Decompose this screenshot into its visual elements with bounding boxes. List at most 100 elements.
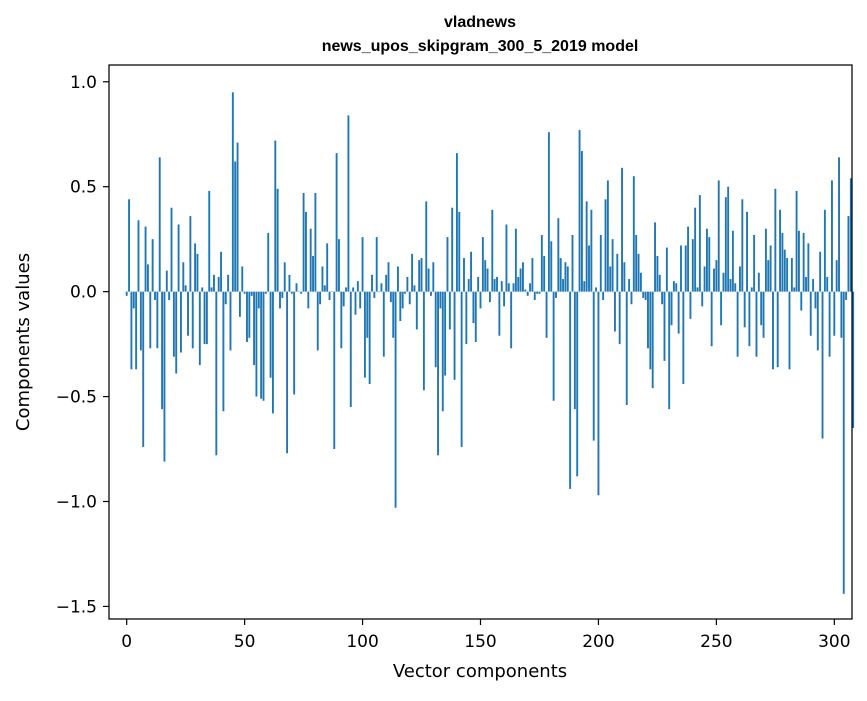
bar-component-273	[770, 245, 772, 291]
bar-component-255	[727, 187, 729, 292]
bar-component-109	[383, 292, 385, 357]
bar-component-157	[496, 277, 498, 292]
bar-component-61	[270, 292, 272, 378]
bar-component-258	[734, 283, 736, 291]
bar-component-31	[199, 292, 201, 365]
bar-component-40	[220, 252, 222, 292]
bar-component-191	[576, 292, 578, 477]
bar-component-77	[307, 292, 309, 309]
bar-component-175	[539, 292, 541, 294]
bar-component-209	[619, 292, 621, 344]
bar-component-15	[161, 292, 163, 410]
bar-component-32	[201, 287, 203, 291]
bar-component-265	[751, 287, 753, 291]
bar-component-228	[664, 292, 666, 361]
bar-component-269	[760, 292, 762, 326]
bar-component-188	[569, 292, 571, 489]
bar-component-133	[439, 292, 441, 309]
bar-component-301	[836, 260, 838, 291]
x-axis-label: Vector components	[393, 661, 567, 682]
bar-component-94	[347, 115, 349, 291]
bar-component-291	[812, 279, 814, 292]
bar-component-174	[536, 292, 538, 294]
bar-component-162	[508, 283, 510, 291]
bar-component-281	[789, 292, 791, 370]
y-tick-label: −0.5	[56, 388, 97, 408]
bar-component-250	[715, 260, 717, 291]
bar-component-129	[430, 292, 432, 296]
bar-component-237	[685, 245, 687, 291]
bar-component-131	[435, 292, 437, 368]
bar-component-59	[265, 292, 267, 294]
bar-component-86	[329, 292, 331, 300]
bar-component-266	[753, 235, 755, 292]
bar-component-22	[178, 224, 180, 291]
bar-component-248	[711, 292, 713, 347]
bar-component-116	[399, 292, 401, 321]
bar-component-135	[444, 292, 446, 376]
bar-component-221	[647, 292, 649, 349]
bar-component-256	[730, 279, 732, 292]
bar-component-252	[720, 292, 722, 326]
bar-component-80	[314, 193, 316, 292]
bar-component-142	[461, 292, 463, 447]
bar-component-120	[409, 292, 411, 305]
bar-component-302	[838, 157, 840, 291]
bar-component-159	[501, 281, 503, 291]
bar-component-93	[345, 287, 347, 291]
bar-component-287	[803, 233, 805, 292]
bar-component-150	[480, 292, 482, 309]
bar-component-35	[208, 191, 210, 292]
bar-component-203	[605, 199, 607, 291]
bar-component-210	[621, 168, 623, 292]
bar-component-13	[156, 292, 158, 349]
bar-component-251	[718, 180, 720, 291]
bar-component-239	[689, 292, 691, 319]
bar-component-96	[352, 287, 354, 291]
bar-component-182	[555, 292, 557, 298]
bar-component-17	[166, 271, 168, 292]
bar-component-20	[173, 292, 175, 357]
bar-component-224	[654, 222, 656, 291]
bar-component-278	[781, 233, 783, 292]
bar-component-47	[237, 143, 239, 292]
bar-component-245	[704, 266, 706, 291]
bar-component-140	[456, 153, 458, 292]
bar-component-296	[824, 210, 826, 292]
bar-component-294	[819, 252, 821, 292]
bar-component-18	[168, 292, 170, 300]
bar-component-270	[763, 292, 765, 338]
bar-component-126	[423, 292, 425, 391]
bar-component-238	[687, 227, 689, 292]
bar-component-181	[553, 292, 555, 401]
bar-component-235	[680, 245, 682, 291]
y-tick-label: −1.0	[56, 492, 97, 512]
bar-component-34	[206, 292, 208, 344]
bar-component-5	[138, 220, 140, 291]
bar-component-276	[777, 292, 779, 368]
bar-component-253	[723, 273, 725, 292]
bar-component-305	[845, 292, 847, 300]
bar-component-147	[472, 292, 474, 323]
bar-component-83	[322, 266, 324, 291]
bar-component-199	[595, 287, 597, 291]
bar-component-219	[642, 292, 644, 298]
bar-component-4	[135, 292, 137, 370]
bar-component-223	[652, 292, 654, 389]
bar-component-55	[255, 292, 257, 397]
bar-component-141	[458, 212, 460, 292]
bar-component-37	[213, 275, 215, 292]
bar-component-225	[656, 256, 658, 292]
bar-component-286	[800, 292, 802, 311]
x-tick-label: 200	[582, 632, 614, 652]
bar-component-303	[840, 292, 842, 338]
bar-component-180	[550, 241, 552, 291]
y-tick-label: 0.0	[70, 283, 97, 303]
bar-component-158	[498, 292, 500, 336]
bar-component-143	[463, 258, 465, 292]
bar-component-23	[180, 292, 182, 353]
bar-component-70	[291, 292, 293, 294]
bar-component-71	[293, 292, 295, 395]
bar-component-160	[503, 292, 505, 307]
bar-component-280	[786, 258, 788, 292]
